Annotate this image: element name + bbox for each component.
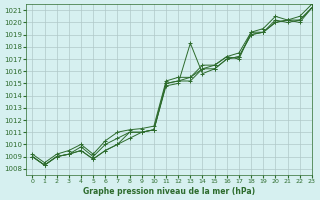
X-axis label: Graphe pression niveau de la mer (hPa): Graphe pression niveau de la mer (hPa) — [83, 187, 255, 196]
